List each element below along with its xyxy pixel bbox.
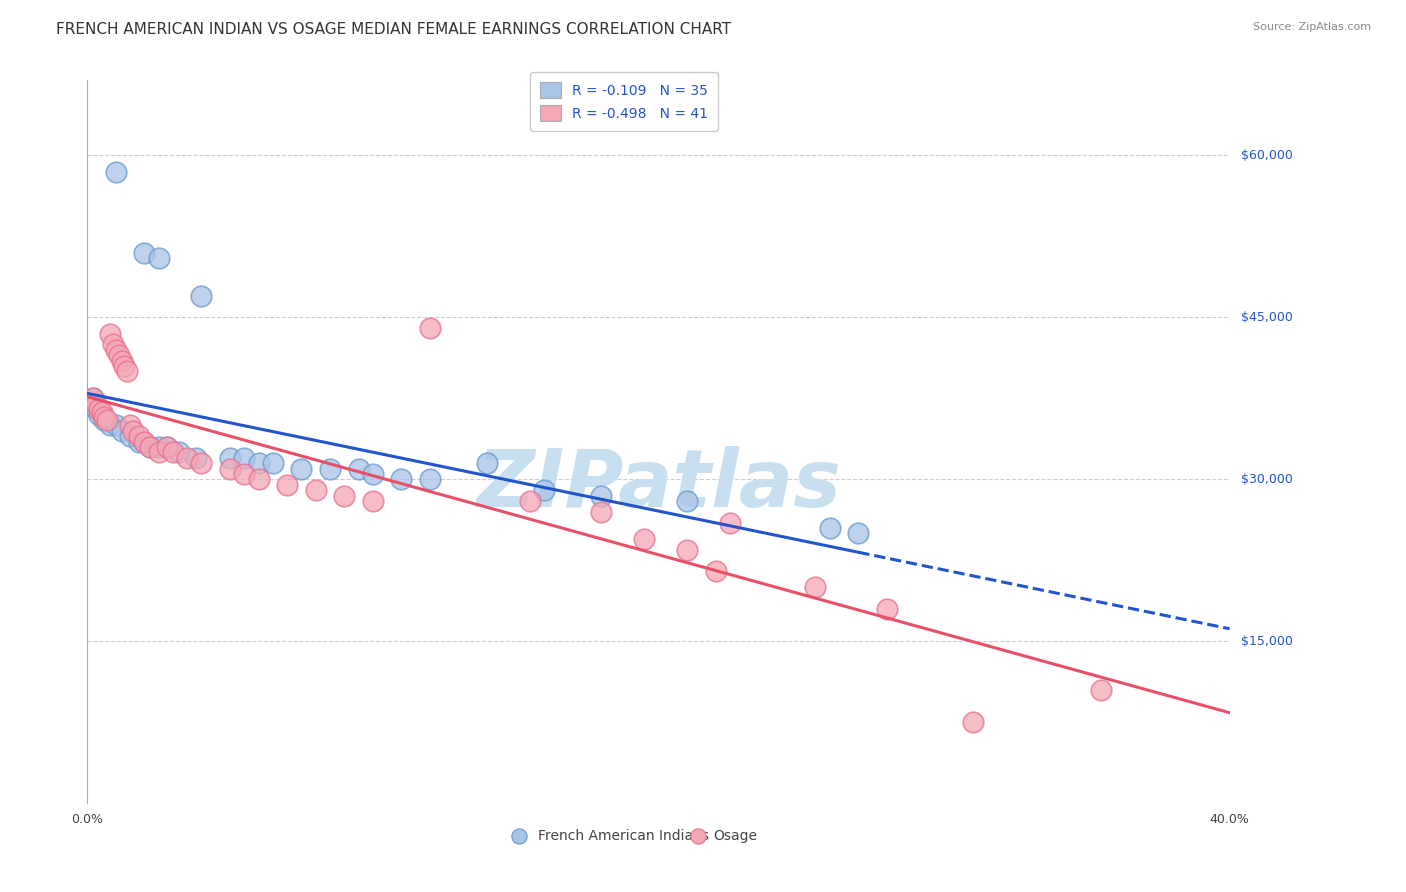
- Point: [148, 445, 170, 459]
- Point: [112, 359, 135, 373]
- Point: [120, 418, 142, 433]
- Point: [104, 343, 127, 357]
- Point: [134, 245, 156, 260]
- Point: [419, 321, 441, 335]
- Point: [110, 424, 132, 438]
- Text: $45,000: $45,000: [1240, 311, 1292, 324]
- Point: [262, 456, 284, 470]
- Point: [104, 164, 127, 178]
- Point: [361, 494, 384, 508]
- Point: [84, 402, 107, 417]
- Point: [162, 445, 184, 459]
- Point: [115, 364, 138, 378]
- Text: ZIPatlas: ZIPatlas: [475, 446, 841, 524]
- Point: [591, 505, 613, 519]
- Point: [333, 489, 356, 503]
- Point: [591, 489, 613, 503]
- Point: [98, 326, 121, 341]
- Point: [122, 424, 145, 438]
- Point: [676, 494, 699, 508]
- Text: Source: ZipAtlas.com: Source: ZipAtlas.com: [1253, 22, 1371, 32]
- Point: [110, 353, 132, 368]
- Point: [704, 564, 727, 578]
- Point: [120, 429, 142, 443]
- Text: $15,000: $15,000: [1240, 635, 1292, 648]
- Point: [98, 418, 121, 433]
- Point: [219, 461, 242, 475]
- Point: [134, 434, 156, 449]
- Point: [419, 472, 441, 486]
- Point: [676, 542, 699, 557]
- Point: [347, 461, 370, 475]
- Point: [104, 418, 127, 433]
- Point: [134, 434, 156, 449]
- Point: [247, 456, 270, 470]
- Point: [233, 450, 256, 465]
- Point: [962, 715, 984, 730]
- Point: [718, 516, 741, 530]
- Point: [90, 405, 112, 419]
- Point: [84, 397, 107, 411]
- Point: [533, 483, 555, 498]
- Point: [190, 289, 212, 303]
- Point: [319, 461, 342, 475]
- Point: [389, 472, 412, 486]
- Point: [139, 440, 162, 454]
- Point: [519, 494, 541, 508]
- Text: $60,000: $60,000: [1240, 149, 1292, 161]
- Point: [290, 461, 312, 475]
- Text: Osage: Osage: [713, 829, 758, 843]
- Point: [167, 445, 190, 459]
- Point: [101, 337, 124, 351]
- Point: [128, 429, 150, 443]
- Point: [305, 483, 328, 498]
- Text: FRENCH AMERICAN INDIAN VS OSAGE MEDIAN FEMALE EARNINGS CORRELATION CHART: FRENCH AMERICAN INDIAN VS OSAGE MEDIAN F…: [56, 22, 731, 37]
- Point: [148, 251, 170, 265]
- Point: [190, 456, 212, 470]
- Point: [139, 440, 162, 454]
- Point: [96, 413, 118, 427]
- Point: [818, 521, 841, 535]
- Point: [846, 526, 869, 541]
- Point: [107, 348, 129, 362]
- Point: [93, 413, 115, 427]
- Point: [176, 450, 198, 465]
- Point: [361, 467, 384, 481]
- Point: [1156, 797, 1178, 811]
- Point: [247, 472, 270, 486]
- Point: [156, 440, 179, 454]
- Legend: R = -0.109   N = 35, R = -0.498   N = 41: R = -0.109 N = 35, R = -0.498 N = 41: [530, 72, 718, 131]
- Point: [82, 392, 104, 406]
- Point: [804, 581, 827, 595]
- Point: [233, 467, 256, 481]
- Point: [219, 450, 242, 465]
- Point: [475, 456, 498, 470]
- Text: $30,000: $30,000: [1240, 473, 1292, 486]
- Point: [87, 402, 110, 417]
- Point: [876, 602, 898, 616]
- Point: [633, 532, 655, 546]
- Text: French American Indians: French American Indians: [538, 829, 710, 843]
- Point: [1090, 683, 1112, 698]
- Point: [82, 392, 104, 406]
- Point: [93, 409, 115, 424]
- Point: [128, 434, 150, 449]
- Point: [148, 440, 170, 454]
- Point: [184, 450, 207, 465]
- Point: [87, 408, 110, 422]
- Point: [156, 440, 179, 454]
- Point: [276, 477, 298, 491]
